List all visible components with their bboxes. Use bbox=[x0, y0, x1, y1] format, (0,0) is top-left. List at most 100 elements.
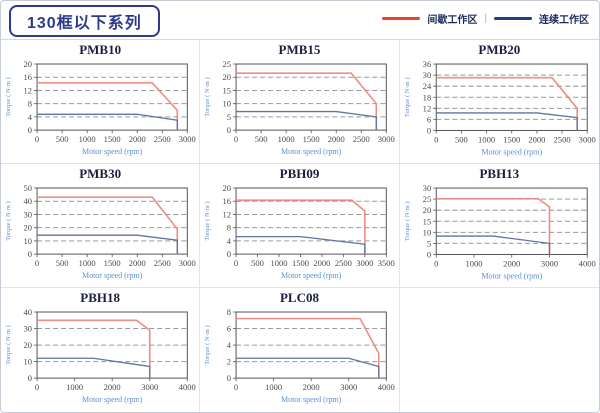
y-tick-label: 40 bbox=[24, 307, 32, 317]
y-axis-label: Torque ( N·m ) bbox=[5, 325, 12, 364]
y-tick-label: 50 bbox=[24, 183, 32, 193]
y-tick-label: 8 bbox=[28, 99, 32, 109]
y-tick-label: 20 bbox=[422, 205, 431, 215]
x-tick-label: 0 bbox=[234, 134, 238, 144]
x-tick-label: 0 bbox=[234, 382, 238, 392]
chart-cell: PBH13 0 5 10 15 20 25 30 0 1000 2000 3000 4000 Motor … bbox=[399, 164, 599, 288]
y-tick-label: 4 bbox=[227, 236, 232, 246]
y-tick-label: 0 bbox=[227, 249, 231, 259]
chart-plot: 0 4 8 12 16 20 0 500 1000 1500 2000 2500 3000 3500 Mot… bbox=[204, 183, 395, 280]
chart-title: PBH18 bbox=[80, 290, 121, 305]
chart-plot: 0 4 8 12 16 20 0 500 1000 1500 2000 2500 3000 Motor s… bbox=[5, 59, 196, 156]
x-tick-label: 1000 bbox=[79, 258, 96, 268]
series-line-intermittent bbox=[236, 199, 367, 255]
y-tick-label: 10 bbox=[223, 99, 232, 109]
x-tick-label: 1000 bbox=[271, 258, 288, 268]
series-line-continuous bbox=[37, 357, 151, 379]
x-tick-label: 2500 bbox=[553, 135, 570, 145]
y-tick-label: 40 bbox=[24, 196, 32, 206]
y-tick-label: 6 bbox=[427, 114, 432, 124]
x-tick-label: 0 bbox=[35, 258, 39, 268]
chart-cell: PMB10 0 4 8 12 16 20 0 500 1000 1500 2000 2500 3000 Mo… bbox=[1, 40, 201, 164]
x-axis-label: Motor speed (rpm) bbox=[82, 271, 143, 280]
y-tick-label: 0 bbox=[227, 125, 231, 135]
y-axis-label: Torque ( N·m ) bbox=[204, 325, 211, 364]
series-line-continuous bbox=[236, 235, 366, 255]
y-tick-label: 30 bbox=[422, 183, 431, 193]
x-axis-label: Motor speed (rpm) bbox=[281, 271, 342, 280]
x-tick-label: 500 bbox=[255, 134, 268, 144]
legend-separator: | bbox=[484, 13, 487, 24]
chart-title: PBH13 bbox=[479, 166, 520, 181]
x-tick-label: 0 bbox=[434, 259, 438, 269]
y-axis-label: Torque ( N·m ) bbox=[204, 201, 211, 240]
x-tick-label: 1000 bbox=[278, 134, 295, 144]
x-tick-label: 4000 bbox=[378, 382, 395, 392]
y-tick-label: 20 bbox=[223, 72, 232, 82]
chart-title: PMB15 bbox=[278, 42, 321, 57]
chart-cell: PLC08 0 2 4 6 8 0 1000 2000 3000 4000 Motor speed (… bbox=[200, 288, 400, 412]
y-tick-label: 10 bbox=[24, 236, 32, 246]
series-line-intermittent bbox=[37, 82, 179, 131]
series-line-continuous bbox=[435, 112, 578, 131]
x-tick-label: 3000 bbox=[378, 134, 395, 144]
y-tick-label: 20 bbox=[24, 340, 32, 350]
x-tick-label: 1500 bbox=[303, 134, 320, 144]
series-line-intermittent bbox=[37, 319, 151, 379]
x-tick-label: 3000 bbox=[179, 134, 196, 144]
chart-plot: 0 2 4 6 8 0 1000 2000 3000 4000 Motor speed (rpm) T… bbox=[204, 307, 395, 404]
x-tick-label: 2500 bbox=[335, 258, 352, 268]
y-tick-label: 12 bbox=[24, 85, 32, 95]
y-tick-label: 18 bbox=[422, 92, 431, 102]
y-tick-label: 16 bbox=[223, 196, 232, 206]
x-tick-label: 500 bbox=[455, 135, 468, 145]
y-tick-label: 6 bbox=[227, 324, 231, 334]
x-tick-label: 2500 bbox=[353, 134, 370, 144]
series-line-intermittent bbox=[37, 196, 179, 255]
y-tick-label: 30 bbox=[24, 324, 32, 334]
x-tick-label: 2000 bbox=[503, 259, 520, 269]
y-tick-label: 0 bbox=[28, 249, 32, 259]
chart-plot: 0 5 10 15 20 25 0 500 1000 1500 2000 2500 3000 Motor … bbox=[204, 59, 395, 156]
x-tick-label: 4000 bbox=[578, 259, 595, 269]
series-line-intermittent bbox=[236, 72, 378, 131]
y-tick-label: 20 bbox=[24, 223, 32, 233]
series-line-continuous bbox=[37, 113, 178, 131]
x-tick-label: 1000 bbox=[465, 259, 482, 269]
x-tick-label: 3500 bbox=[378, 258, 395, 268]
y-tick-label: 20 bbox=[223, 183, 232, 193]
x-tick-label: 4000 bbox=[179, 382, 196, 392]
empty-cell bbox=[400, 288, 599, 412]
y-tick-label: 20 bbox=[24, 59, 32, 69]
y-tick-label: 24 bbox=[422, 81, 431, 91]
y-tick-label: 0 bbox=[227, 373, 231, 383]
page-title: 130框以下系列 bbox=[9, 5, 160, 37]
y-tick-label: 25 bbox=[422, 194, 431, 204]
legend-intermittent-label: 间歇工作区 bbox=[427, 15, 478, 26]
x-tick-label: 2500 bbox=[154, 258, 171, 268]
y-tick-label: 4 bbox=[28, 112, 33, 122]
x-tick-label: 3000 bbox=[179, 258, 196, 268]
series-line-intermittent bbox=[236, 317, 380, 379]
x-tick-label: 1000 bbox=[66, 382, 83, 392]
y-tick-label: 25 bbox=[223, 59, 232, 69]
legend: 间歇工作区 | 连续工作区 bbox=[382, 11, 589, 26]
x-tick-label: 500 bbox=[56, 134, 69, 144]
y-axis-label: Torque ( N·m ) bbox=[5, 77, 12, 116]
y-tick-label: 4 bbox=[227, 340, 232, 350]
y-tick-label: 2 bbox=[227, 357, 231, 367]
legend-continuous-label: 连续工作区 bbox=[539, 15, 589, 26]
series-line-intermittent bbox=[435, 197, 550, 255]
chart-cell: PBH09 0 4 8 12 16 20 0 500 1000 1500 2000 2500 3000 35… bbox=[200, 164, 400, 288]
y-tick-label: 10 bbox=[422, 227, 431, 237]
continuous-line-icon bbox=[494, 17, 532, 20]
x-tick-label: 3000 bbox=[341, 382, 358, 392]
charts-grid: PMB10 0 4 8 12 16 20 0 500 1000 1500 2000 2500 3000 Mo… bbox=[1, 40, 599, 412]
series-line-continuous bbox=[236, 357, 380, 379]
x-tick-label: 1500 bbox=[292, 258, 309, 268]
y-tick-label: 0 bbox=[28, 125, 32, 135]
x-axis-label: Motor speed (rpm) bbox=[481, 148, 542, 157]
x-tick-label: 2000 bbox=[314, 258, 331, 268]
